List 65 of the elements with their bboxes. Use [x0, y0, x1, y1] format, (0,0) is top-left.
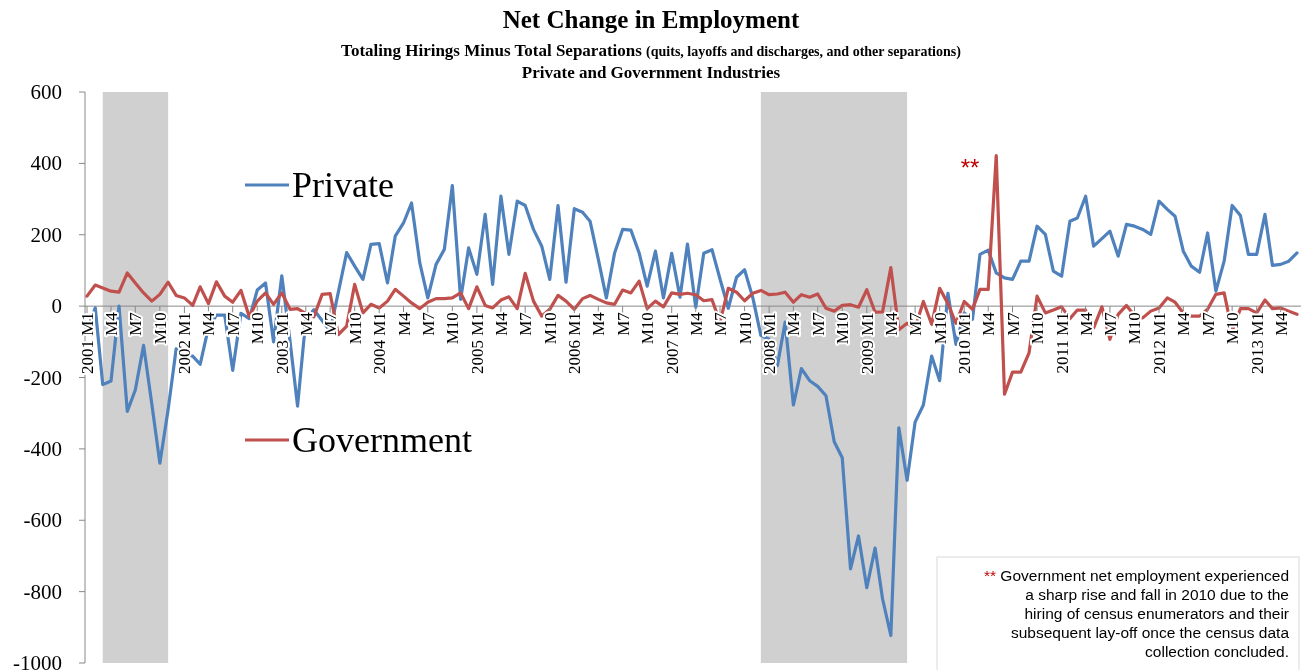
x-tick-label: M4 [784, 311, 804, 336]
x-tick-label: M7 [516, 311, 536, 336]
y-tick-label: 400 [30, 151, 62, 176]
y-tick-label: -1000 [13, 651, 62, 670]
x-tick-label: M4 [979, 311, 999, 336]
x-tick-label: M4 [1271, 311, 1291, 336]
x-tick-label: M7 [711, 311, 731, 336]
x-tick-label: M4 [589, 311, 609, 336]
x-tick-label: M10 [540, 312, 560, 345]
x-tick-label: M4 [199, 311, 219, 336]
x-tick-label: M10 [735, 312, 755, 345]
y-tick-label: -600 [23, 508, 62, 533]
x-tick-label: M4 [881, 311, 901, 336]
x-tick-label: M10 [1028, 312, 1048, 345]
x-tick-label: M7 [906, 311, 926, 336]
chart-title: Net Change in Employment [502, 6, 800, 33]
x-tick-label: 2013 M1 [1247, 312, 1267, 374]
legend-label: Government [292, 420, 472, 460]
x-tick-label: 2005 M1 [467, 312, 487, 374]
x-tick-label: 2008 M1 [760, 312, 780, 374]
x-tick-label: M4 [1076, 311, 1096, 336]
x-tick-label: M7 [223, 311, 243, 336]
y-tick-label: -400 [23, 436, 62, 461]
y-tick-label: 200 [30, 222, 62, 247]
x-tick-label: 2001 M1 [78, 312, 97, 374]
x-tick-label: M4 [686, 311, 706, 336]
x-tick-label: M4 [102, 311, 122, 336]
x-tick-label: M10 [833, 312, 853, 345]
x-tick-label: M7 [1100, 311, 1120, 336]
x-tick-label: 2011 M1 [1052, 312, 1072, 374]
x-tick-label: M10 [248, 312, 268, 345]
x-tick-label: 2009 M1 [857, 312, 877, 374]
x-tick-label: M7 [321, 311, 341, 336]
x-tick-label: M7 [418, 311, 438, 336]
x-tick-label: M10 [345, 312, 365, 345]
legend-label: Private [292, 165, 394, 205]
x-tick-label: M7 [808, 311, 828, 336]
x-tick-label: 2012 M1 [1150, 312, 1170, 374]
x-tick-label: M7 [126, 311, 146, 336]
x-tick-label: 2007 M1 [662, 312, 682, 374]
y-tick-label: -200 [23, 365, 62, 390]
x-tick-label: M4 [1174, 311, 1194, 336]
x-tick-label: 2004 M1 [370, 312, 390, 374]
annotation: ** Government net employment experienced a sharp rise and fall in 2010 due to the hiring of census enumerators and their subsequent lay-off once the census data collection concluded. [983, 567, 1290, 660]
x-tick-label: M10 [1223, 312, 1243, 345]
x-tick-label: M7 [1198, 311, 1218, 336]
x-tick-label: M10 [638, 312, 658, 345]
x-tick-label: M4 [394, 311, 414, 336]
y-tick-label: 0 [51, 294, 62, 319]
x-tick-label: M10 [443, 312, 463, 345]
x-tick-label: M4 [491, 311, 511, 336]
y-tick-label: 600 [30, 80, 62, 104]
x-tick-label: 2010 M1 [955, 312, 975, 374]
x-tick-label: M10 [150, 312, 170, 345]
x-tick-label: M7 [613, 311, 633, 336]
x-tick-label: M4 [296, 311, 316, 336]
annotation: ** [960, 154, 980, 181]
x-tick-label: 2002 M1 [175, 312, 195, 374]
chart-subtitle: Totaling Hirings Minus Total Separations (quits, layoffs and discharges, and other separations) Private and Government Industries [341, 41, 962, 82]
x-tick-label: M10 [930, 312, 950, 345]
x-tick-label: 2003 M1 [272, 312, 292, 374]
x-tick-label: 2006 M1 [565, 312, 585, 374]
y-tick-label: -800 [23, 579, 62, 604]
x-tick-label: M7 [1003, 311, 1023, 336]
x-tick-label: M10 [1125, 312, 1145, 345]
